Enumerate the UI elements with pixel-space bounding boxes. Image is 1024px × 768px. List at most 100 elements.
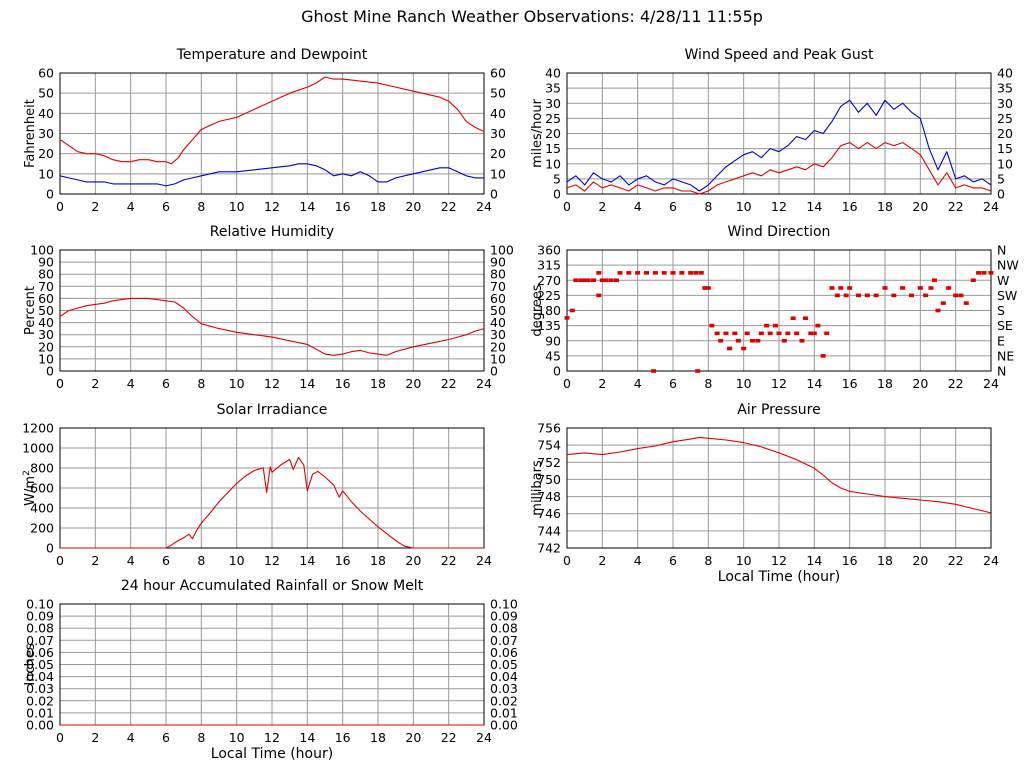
- wind-direction-point: [613, 278, 619, 283]
- wind-direction-x-tick-label: 4: [634, 376, 642, 391]
- accumulated-rainfall-x-tick-label: 14: [299, 730, 315, 745]
- accumulated-rainfall-x-tick-label: 16: [335, 730, 351, 745]
- wind-speed-gust-series-2-line: [566, 142, 992, 195]
- temperature-dewpoint-x-tick-label: 10: [229, 199, 245, 214]
- air-pressure-y-tick-label: 750: [537, 472, 561, 487]
- wind-direction-point: [815, 323, 821, 328]
- wind-direction-point: [923, 293, 929, 298]
- relative-humidity-x-tick-label: 18: [370, 376, 386, 391]
- wind-direction-point: [764, 323, 770, 328]
- wind-direction-point: [702, 286, 708, 290]
- wind-direction-point: [727, 346, 733, 351]
- air-pressure-y-tick-label: 746: [537, 506, 561, 521]
- temperature-dewpoint-x-tick-label: 0: [56, 199, 64, 214]
- air-pressure-x-tick-label: 18: [877, 553, 893, 568]
- accumulated-rainfall-y-tick-label: 0.03: [26, 681, 54, 696]
- air-pressure-y-axis-label: millibars: [530, 460, 545, 516]
- solar-irradiance-y-tick-label: 400: [30, 501, 54, 516]
- wind-direction-point: [873, 293, 879, 298]
- solar-irradiance-x-tick-label: 24: [476, 553, 492, 568]
- relative-humidity-x-tick-label: 4: [127, 376, 135, 391]
- wind-direction-x-tick-label: 24: [983, 376, 999, 391]
- accumulated-rainfall-right-tick-label: 0.09: [490, 609, 518, 624]
- wind-direction-point: [732, 331, 738, 336]
- wind-speed-gust-x-tick-label: 16: [842, 199, 858, 214]
- temperature-dewpoint-x-tick-label: 24: [476, 199, 492, 214]
- accumulated-rainfall-right-tick-label: 0.07: [490, 633, 518, 648]
- accumulated-rainfall-right-tick-label: 0.03: [490, 681, 518, 696]
- wind-direction-point: [582, 278, 588, 283]
- solar-irradiance-title: Solar Irradiance: [217, 402, 328, 418]
- air-pressure-x-tick-label: 20: [912, 553, 928, 568]
- temperature-dewpoint-x-tick-label: 22: [441, 199, 457, 214]
- wind-direction-point: [940, 301, 946, 305]
- wind-direction-point: [856, 293, 861, 298]
- temperature-dewpoint-plot-frame: [59, 72, 485, 195]
- accumulated-rainfall-chart: 24 hour Accumulated Rainfall or Snow Mel…: [23, 578, 518, 762]
- wind-direction-point: [596, 271, 602, 275]
- air-pressure-y-tick-label: 742: [537, 541, 561, 556]
- wind-speed-gust-right-tick-label: 0: [997, 187, 1005, 202]
- wind-speed-gust-y-tick-label: 40: [545, 66, 561, 81]
- wind-direction-point: [591, 278, 596, 283]
- accumulated-rainfall-title: 24 hour Accumulated Rainfall or Snow Mel…: [121, 578, 424, 594]
- relative-humidity-x-tick-label: 22: [441, 376, 457, 391]
- wind-direction-x-tick-label: 10: [736, 376, 752, 391]
- wind-speed-gust-x-tick-label: 12: [771, 199, 787, 214]
- wind-speed-gust-right-tick-label: 25: [997, 111, 1013, 126]
- relative-humidity-x-tick-label: 0: [56, 376, 64, 391]
- accumulated-rainfall-x-tick-label: 10: [229, 730, 245, 745]
- relative-humidity-y-tick-label: 10: [38, 351, 54, 366]
- wind-direction-point: [695, 369, 701, 373]
- relative-humidity-x-tick-label: 24: [476, 376, 492, 391]
- air-pressure-series-1-line: [566, 436, 992, 514]
- temperature-dewpoint-right-tick-label: 20: [490, 146, 506, 161]
- wind-direction-point: [578, 278, 584, 283]
- wind-direction-y-tick-label: 180: [537, 303, 561, 318]
- wind-direction-point: [808, 331, 814, 336]
- wind-direction-x-tick-label: 2: [598, 376, 606, 391]
- wind-direction-x-tick-label: 6: [669, 376, 677, 391]
- relative-humidity-x-tick-label: 8: [197, 376, 205, 391]
- temperature-dewpoint-right-tick-label: 40: [490, 106, 506, 121]
- relative-humidity-x-tick-label: 2: [91, 376, 99, 391]
- wind-direction-point: [928, 286, 934, 290]
- wind-speed-gust-y-tick-label: 10: [545, 156, 561, 171]
- solar-irradiance-x-tick-label: 22: [441, 553, 457, 568]
- relative-humidity-x-tick-label: 20: [405, 376, 421, 391]
- solar-irradiance-x-tick-label: 18: [370, 553, 386, 568]
- wind-direction-point: [709, 323, 715, 328]
- temperature-dewpoint-right-tick-label: 10: [490, 166, 506, 181]
- temperature-dewpoint-y-tick-label: 40: [38, 106, 54, 121]
- wind-direction-point: [785, 331, 791, 336]
- wind-direction-point: [781, 338, 787, 343]
- relative-humidity-y-tick-label: 40: [38, 315, 54, 330]
- wind-direction-point: [776, 331, 782, 336]
- wind-speed-gust-y-tick-label: 0: [553, 187, 561, 202]
- air-pressure-x-tick-label: 2: [598, 553, 606, 568]
- wind-speed-gust-x-tick-label: 18: [877, 199, 893, 214]
- wind-direction-y-tick-label: 90: [545, 333, 561, 348]
- wind-speed-gust-y-tick-label: 5: [553, 171, 561, 186]
- relative-humidity-right-tick-label: 70: [490, 279, 506, 294]
- accumulated-rainfall-y-tick-label: 0.10: [26, 597, 54, 612]
- accumulated-rainfall-y-tick-label: 0.06: [26, 645, 54, 660]
- relative-humidity-right-tick-label: 30: [490, 327, 506, 342]
- wind-direction-point: [843, 293, 849, 298]
- wind-direction-point: [718, 338, 724, 343]
- wind-direction-x-tick-label: 14: [806, 376, 822, 391]
- wind-direction-plot-frame: [566, 249, 992, 372]
- wind-speed-gust-right-tick-label: 5: [997, 171, 1005, 186]
- solar-irradiance-plot-frame: [59, 427, 485, 549]
- relative-humidity-x-tick-label: 10: [229, 376, 245, 391]
- wind-direction-y-tick-label: 45: [545, 348, 561, 363]
- relative-humidity-x-tick-label: 6: [162, 376, 170, 391]
- wind-direction-right-tick-label: N: [997, 243, 1006, 258]
- temperature-dewpoint-right-tick-label: 30: [490, 126, 506, 141]
- temperature-dewpoint-right-tick-label: 50: [490, 86, 506, 101]
- accumulated-rainfall-y-tick-label: 0.09: [26, 609, 54, 624]
- air-pressure-y-tick-label: 756: [537, 421, 561, 436]
- wind-speed-gust-x-tick-label: 24: [983, 199, 999, 214]
- air-pressure-title: Air Pressure: [737, 402, 820, 418]
